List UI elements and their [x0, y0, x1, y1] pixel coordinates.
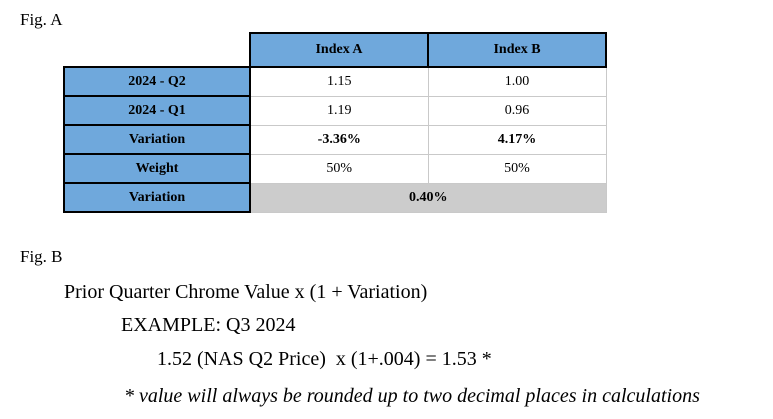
row-label-combined-variation: Variation — [63, 182, 251, 213]
table-row-combined-variation: Variation 0.40% — [63, 182, 607, 213]
table-header-row: Index A Index B — [64, 32, 607, 68]
fig-a-label: Fig. A — [20, 10, 63, 29]
row-label-2024-q2: 2024 - Q2 — [63, 66, 251, 97]
cell-q1-index-b: 0.96 — [427, 95, 607, 126]
index-comparison-table: Index A Index B 2024 - Q2 1.15 1.00 2024… — [63, 32, 607, 213]
cell-weight-index-a: 50% — [249, 153, 429, 184]
example-equation: 1.52 (NAS Q2 Price) x (1+.004) = 1.53 * — [157, 348, 492, 370]
fig-b-label: Fig. B — [20, 247, 63, 266]
table-row-variation: Variation -3.36% 4.17% — [63, 124, 607, 155]
table-row-2024-q2: 2024 - Q2 1.15 1.00 — [63, 66, 607, 97]
column-header-index-a: Index A — [249, 32, 429, 68]
table-corner-spacer — [64, 33, 250, 67]
cell-weight-index-b: 50% — [427, 153, 607, 184]
formula-line: Prior Quarter Chrome Value x (1 + Variat… — [64, 281, 428, 303]
cell-q2-index-b: 1.00 — [427, 66, 607, 97]
row-label-2024-q1: 2024 - Q1 — [63, 95, 251, 126]
example-heading: EXAMPLE: Q3 2024 — [121, 314, 296, 336]
cell-q1-index-a: 1.19 — [249, 95, 429, 126]
rounding-footnote: * value will always be rounded up to two… — [124, 385, 700, 407]
table-row-weight: Weight 50% 50% — [63, 153, 607, 184]
cell-q2-index-a: 1.15 — [249, 66, 429, 97]
cell-combined-variation: 0.40% — [249, 182, 607, 213]
row-label-weight: Weight — [63, 153, 251, 184]
cell-variation-index-b: 4.17% — [427, 124, 607, 155]
column-header-index-b: Index B — [427, 32, 607, 68]
cell-variation-index-a: -3.36% — [249, 124, 429, 155]
table-row-2024-q1: 2024 - Q1 1.19 0.96 — [63, 95, 607, 126]
row-label-variation: Variation — [63, 124, 251, 155]
